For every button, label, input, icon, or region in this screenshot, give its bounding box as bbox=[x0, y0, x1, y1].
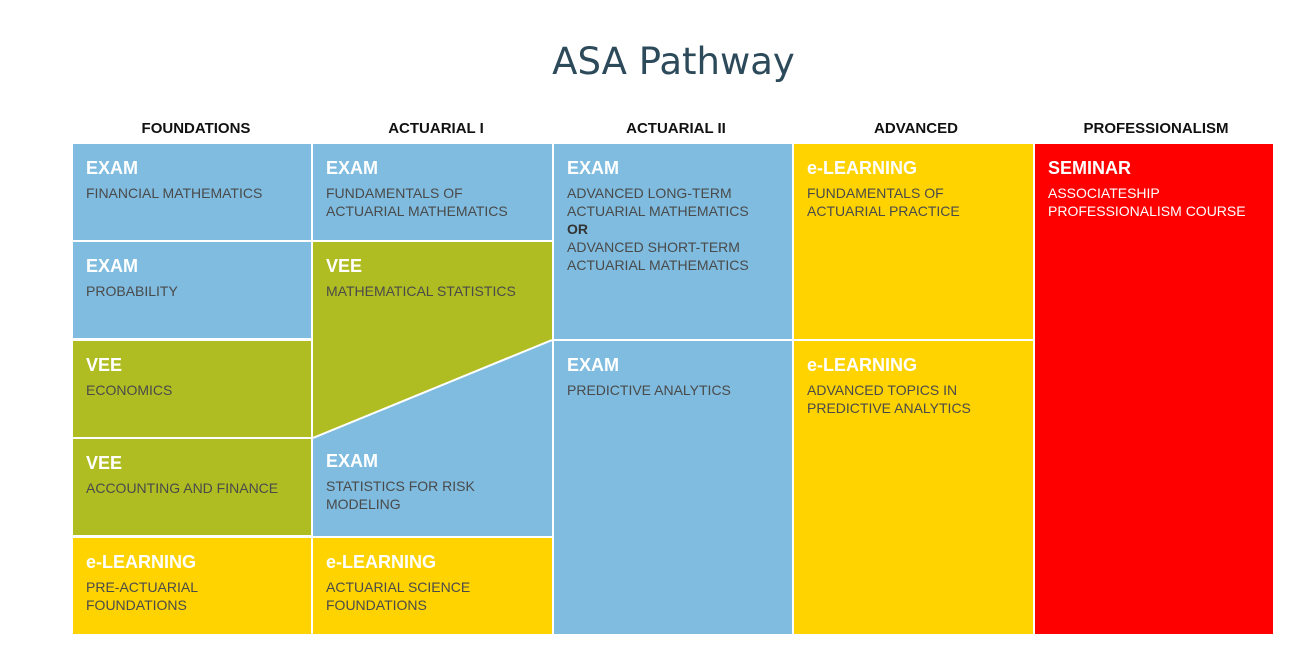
advanced-fundamentals-actuarial-practice: e-LEARNING FUNDAMENTALS OF ACTUARIAL PRA… bbox=[794, 144, 1033, 339]
cell-name: STATISTICS FOR RISK MODELING bbox=[326, 478, 475, 512]
page-title: ASA Pathway bbox=[552, 40, 795, 83]
foundations-financial-mathematics: EXAM FINANCIAL MATHEMATICS bbox=[73, 144, 311, 240]
cell-name: MATHEMATICAL STATISTICS bbox=[326, 283, 516, 299]
foundations-accounting-finance: VEE ACCOUNTING AND FINANCE bbox=[73, 439, 311, 535]
diagonal-divider bbox=[313, 339, 552, 439]
cell-kind: VEE bbox=[86, 355, 123, 375]
cell-name: PROBABILITY bbox=[86, 283, 178, 299]
column-header-foundations: FOUNDATIONS bbox=[141, 120, 251, 137]
column-header-actuarial-1: ACTUARIAL I bbox=[388, 120, 484, 137]
cell-kind: SEMINAR bbox=[1048, 158, 1132, 178]
column-header-professionalism: PROFESSIONALISM bbox=[1083, 120, 1229, 137]
professionalism-seminar: SEMINAR ASSOCIATESHIP PROFESSIONALISM CO… bbox=[1035, 144, 1273, 634]
cell-name: FUNDAMENTALS OF ACTUARIAL MATHEMATICS bbox=[326, 185, 508, 219]
cell-name: PRE-ACTUARIAL FOUNDATIONS bbox=[86, 579, 198, 613]
actuarial1-statistics-risk-modeling: EXAM STATISTICS FOR RISK MODELING bbox=[313, 437, 552, 533]
vee-triangle-shape bbox=[313, 242, 552, 438]
cell-kind: VEE bbox=[326, 256, 363, 276]
cell-kind: e-LEARNING bbox=[807, 355, 918, 375]
cell-name: ADVANCED LONG-TERM ACTUARIAL MATHEMATICS bbox=[567, 185, 749, 219]
cell-kind: e-LEARNING bbox=[326, 552, 437, 572]
column-header-actuarial-2: ACTUARIAL II bbox=[626, 120, 726, 137]
cell-name: ASSOCIATESHIP PROFESSIONALISM COURSE bbox=[1048, 185, 1246, 219]
diagonal-split-shape bbox=[313, 242, 552, 536]
cell-name-alt: ADVANCED SHORT-TERM ACTUARIAL MATHEMATIC… bbox=[567, 239, 749, 273]
cell-kind: VEE bbox=[86, 453, 123, 473]
cell-name: ACCOUNTING AND FINANCE bbox=[86, 480, 279, 496]
actuarial1-actuarial-science-foundations: e-LEARNING ACTUARIAL SCIENCE FOUNDATIONS bbox=[313, 538, 552, 634]
actuarial2-advanced-actuarial-math: EXAM ADVANCED LONG-TERM ACTUARIAL MATHEM… bbox=[554, 144, 792, 339]
cell-kind: EXAM bbox=[86, 158, 139, 178]
actuarial1-mathematical-statistics: VEE MATHEMATICAL STATISTICS bbox=[313, 242, 552, 332]
cell-kind: EXAM bbox=[567, 158, 620, 178]
advanced-topics-predictive-analytics: e-LEARNING ADVANCED TOPICS IN PREDICTIVE… bbox=[794, 341, 1033, 634]
actuarial2-predictive-analytics: EXAM PREDICTIVE ANALYTICS bbox=[554, 341, 792, 634]
cell-kind: EXAM bbox=[567, 355, 620, 375]
cell-kind: EXAM bbox=[86, 256, 139, 276]
cell-kind: e-LEARNING bbox=[86, 552, 197, 572]
foundations-economics: VEE ECONOMICS bbox=[73, 341, 311, 437]
cell-kind: EXAM bbox=[326, 451, 379, 471]
or-connector: OR bbox=[567, 221, 588, 237]
cell-kind: EXAM bbox=[326, 158, 379, 178]
cell-kind: e-LEARNING bbox=[807, 158, 918, 178]
cell-name: ECONOMICS bbox=[86, 382, 173, 398]
column-header-advanced: ADVANCED bbox=[874, 120, 958, 137]
exam-triangle-shape bbox=[313, 340, 552, 536]
actuarial1-fundamentals-actuarial-math: EXAM FUNDAMENTALS OF ACTUARIAL MATHEMATI… bbox=[313, 144, 552, 240]
cell-name: FINANCIAL MATHEMATICS bbox=[86, 185, 263, 201]
cell-name: ADVANCED TOPICS IN PREDICTIVE ANALYTICS bbox=[807, 382, 971, 416]
foundations-pre-actuarial: e-LEARNING PRE-ACTUARIAL FOUNDATIONS bbox=[73, 538, 311, 634]
cell-name: PREDICTIVE ANALYTICS bbox=[567, 382, 731, 398]
foundations-probability: EXAM PROBABILITY bbox=[73, 242, 311, 338]
cell-name: FUNDAMENTALS OF ACTUARIAL PRACTICE bbox=[807, 185, 960, 219]
cell-name: ACTUARIAL SCIENCE FOUNDATIONS bbox=[326, 579, 471, 613]
